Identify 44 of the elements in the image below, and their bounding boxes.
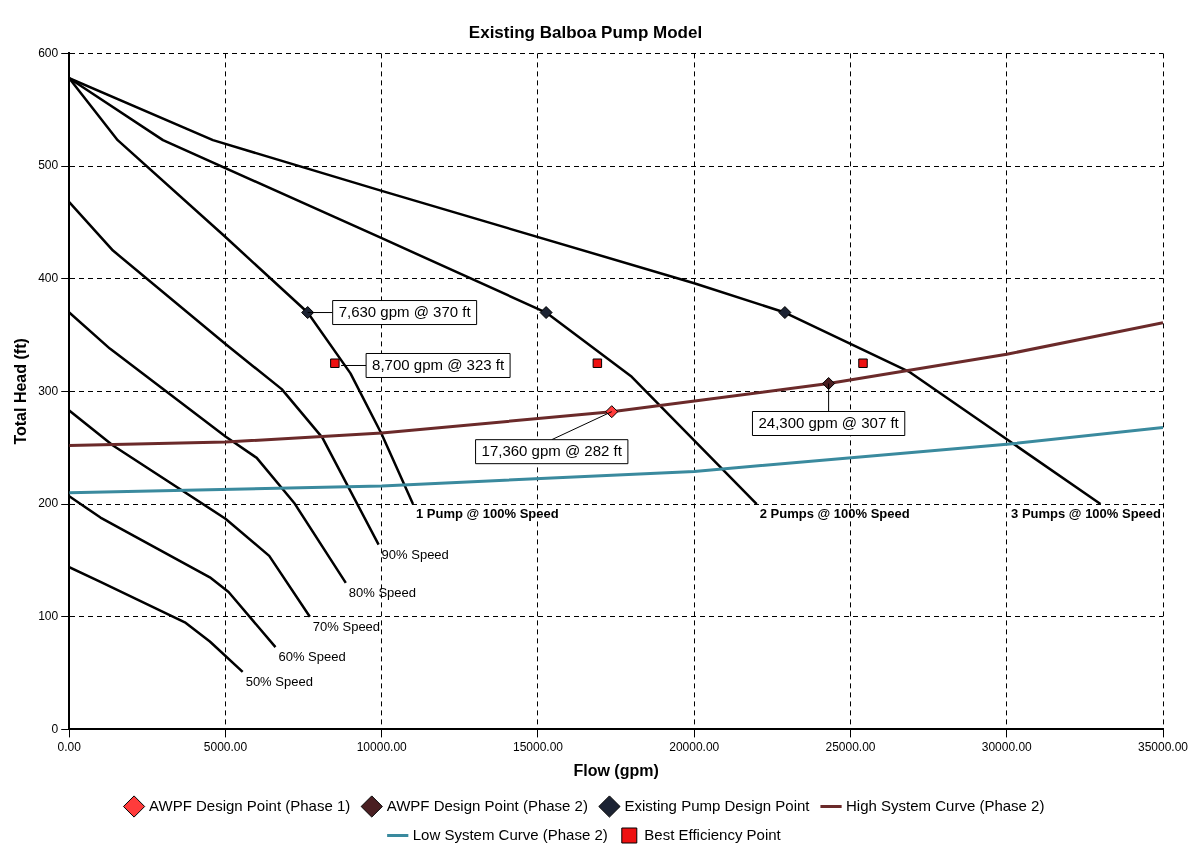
annotation: 24,300 gpm @ 307 ft bbox=[758, 413, 900, 431]
annotation: 90% Speed bbox=[381, 546, 449, 562]
y-tick-label: 0 bbox=[51, 721, 59, 736]
x-axis-title: Flow (gpm) bbox=[573, 761, 659, 779]
y-tick-label: 200 bbox=[38, 496, 59, 511]
annotation: 3 Pumps @ 100% Speed bbox=[1011, 506, 1162, 522]
annotation: 70% Speed bbox=[312, 618, 381, 634]
legend-label: High System Curve (Phase 2) bbox=[846, 796, 1045, 814]
point bbox=[605, 405, 619, 419]
point bbox=[592, 358, 603, 368]
point bbox=[778, 306, 792, 320]
y-tick-label: 100 bbox=[38, 609, 59, 624]
x-tick-label: 20000.00 bbox=[669, 739, 720, 754]
legend-label: AWPF Design Point (Phase 1) bbox=[149, 796, 351, 814]
legend-label: AWPF Design Point (Phase 2) bbox=[386, 796, 588, 814]
point bbox=[301, 306, 315, 320]
legend-label: Existing Pump Design Point bbox=[624, 796, 811, 814]
annotation: 7,630 gpm @ 370 ft bbox=[338, 302, 472, 320]
annotation: 80% Speed bbox=[348, 585, 417, 601]
x-tick-label: 10000.00 bbox=[356, 739, 408, 754]
y-tick-label: 500 bbox=[38, 158, 59, 173]
x-tick-label: 35000.00 bbox=[1137, 739, 1189, 754]
annotation: 1 Pump @ 100% Speed bbox=[415, 506, 559, 522]
chart-title: Existing Balboa Pump Model bbox=[468, 22, 703, 42]
y-tick-label: 300 bbox=[38, 383, 59, 398]
x-tick-label: 0.00 bbox=[57, 739, 82, 754]
legend-label: Best Efficiency Point bbox=[644, 825, 782, 843]
x-tick-label: 15000.00 bbox=[512, 739, 564, 754]
y-tick-label: 400 bbox=[38, 271, 59, 286]
y-axis-title: Total Head (ft) bbox=[12, 338, 30, 445]
annotation: 8,700 gpm @ 323 ft bbox=[372, 355, 505, 373]
x-tick-label: 25000.00 bbox=[825, 739, 876, 754]
point bbox=[822, 377, 836, 391]
x-tick-label: 5000.00 bbox=[203, 739, 248, 754]
annotation: 2 Pumps @ 100% Speed bbox=[759, 506, 910, 522]
annotation: 60% Speed bbox=[278, 649, 346, 665]
point bbox=[539, 306, 553, 320]
legend-label: Low System Curve (Phase 2) bbox=[412, 825, 608, 843]
x-tick-label: 30000.00 bbox=[981, 739, 1033, 754]
y-tick-label: 600 bbox=[38, 45, 59, 60]
annotation: 17,360 gpm @ 282 ft bbox=[481, 441, 623, 459]
annotation: 50% Speed bbox=[245, 674, 313, 690]
point bbox=[330, 358, 340, 368]
point bbox=[858, 358, 868, 368]
